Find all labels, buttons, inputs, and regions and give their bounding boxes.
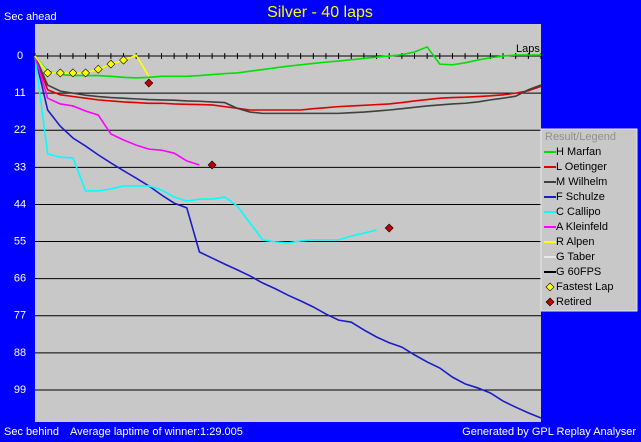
legend-label: G Taber	[556, 251, 595, 263]
y-tick-label: 77	[14, 310, 26, 322]
legend-label: G 60FPS	[556, 266, 601, 278]
series-line	[34, 55, 542, 111]
series-line	[34, 55, 542, 419]
legend: Result/Legend H Marfan L Oetinger M Wilhelm…	[540, 128, 638, 312]
legend-label: C Callipo	[556, 206, 601, 218]
legend-label: L Oetinger	[556, 161, 607, 173]
y-tick-label: 0	[17, 50, 23, 62]
y-tick-label: 55	[14, 235, 26, 247]
legend-label: A Kleinfeld	[556, 221, 608, 233]
footer-right: Generated by GPL Replay Analyser	[462, 426, 636, 438]
legend-label: M Wilhelm	[556, 176, 607, 188]
series-line	[34, 54, 150, 77]
marker	[106, 59, 116, 69]
marker	[55, 68, 65, 78]
legend-symbol	[545, 297, 555, 307]
marker	[43, 68, 53, 78]
marker	[384, 223, 394, 233]
y-tick-label: 33	[14, 161, 26, 173]
y-label-bottom: Sec behind	[4, 426, 59, 438]
marker	[144, 78, 154, 88]
legend-box	[540, 128, 638, 312]
y-tick-label: 66	[14, 273, 26, 285]
series-line	[34, 55, 200, 166]
y-tick-label: 44	[14, 198, 26, 210]
marker	[207, 160, 217, 170]
x-axis-label: Laps	[516, 43, 540, 55]
y-tick-label: 99	[14, 384, 26, 396]
y-tick-label: 11	[14, 87, 25, 99]
legend-label: H Marfan	[556, 146, 601, 158]
series-line	[34, 55, 542, 115]
marker	[81, 68, 91, 78]
series-line	[34, 55, 377, 244]
legend-label: R Alpen	[556, 236, 595, 248]
y-label-top: Sec ahead	[4, 11, 57, 23]
legend-title: Result/Legend	[545, 131, 616, 143]
marker	[93, 64, 103, 74]
legend-label: Retired	[556, 296, 591, 308]
series-line	[34, 45, 541, 79]
chart-title: Silver - 40 laps	[267, 4, 373, 21]
legend-label: Fastest Lap	[556, 281, 613, 293]
footer-left: Average laptime of winner:1:29.005	[70, 426, 243, 438]
legend-symbol	[545, 282, 555, 292]
legend-label: F Schulze	[556, 191, 605, 203]
marker	[119, 55, 128, 65]
y-tick-label: 22	[14, 124, 26, 136]
y-tick-label: 88	[14, 347, 26, 359]
marker	[68, 68, 78, 78]
plot-area	[35, 24, 541, 422]
